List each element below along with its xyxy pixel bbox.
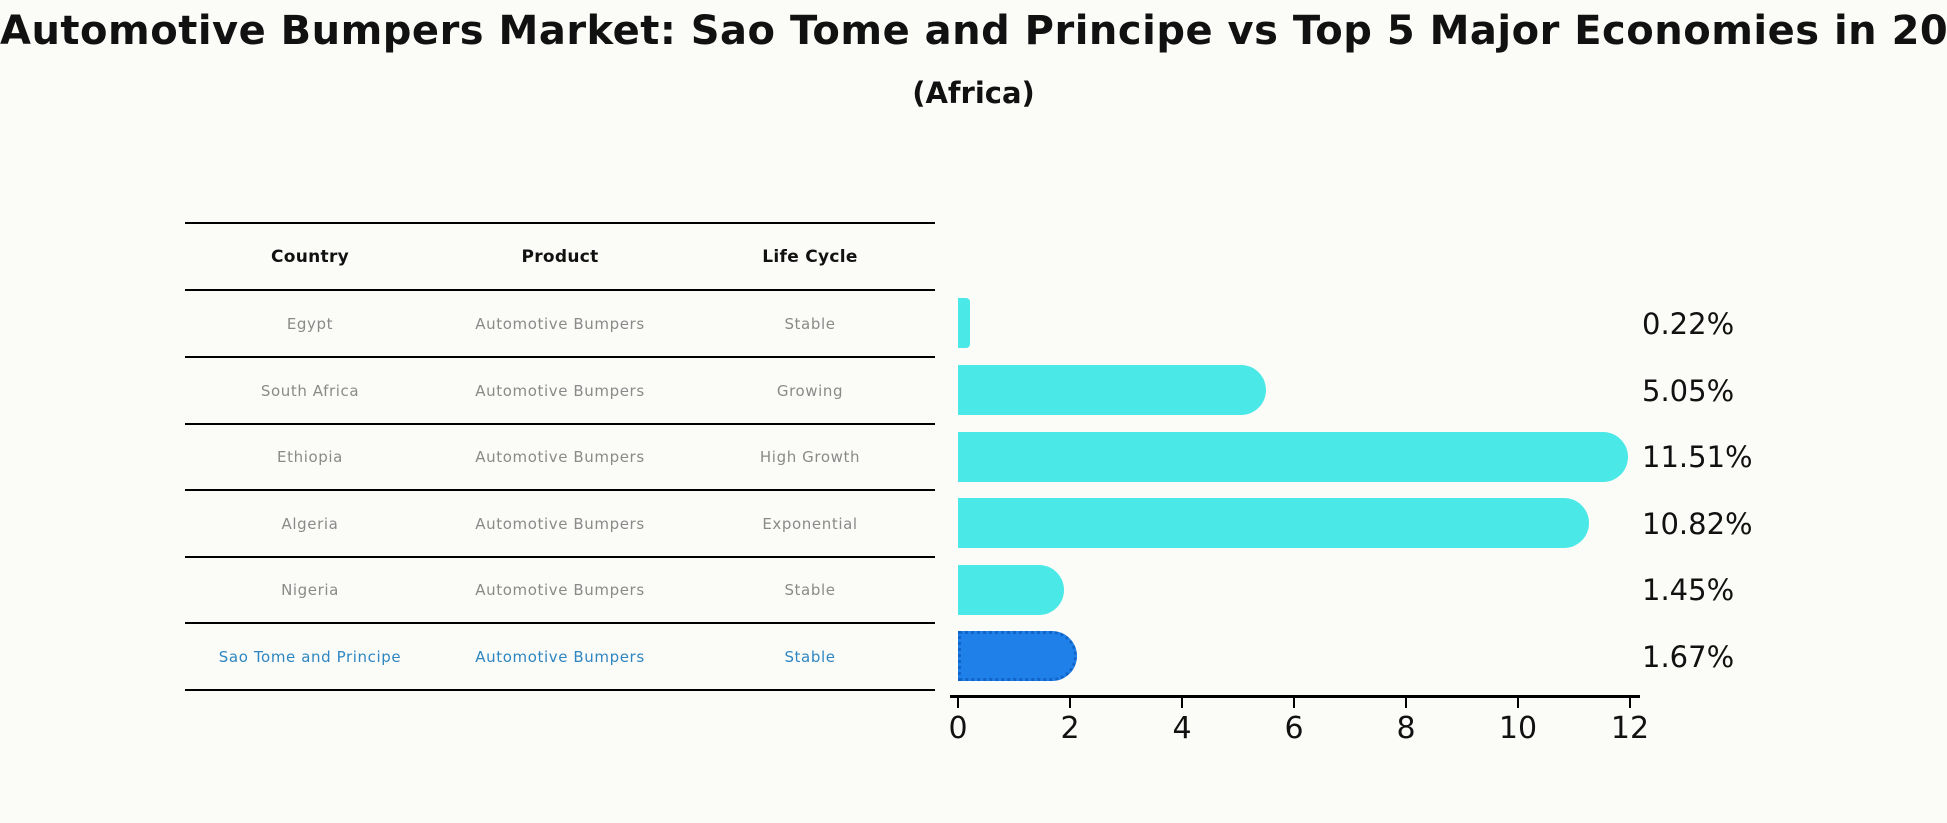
- x-axis-tick: [1405, 697, 1407, 708]
- bar-value-label: 1.67%: [1642, 640, 1735, 674]
- cell-life-cycle: Stable: [784, 314, 836, 333]
- page-subtitle: (Africa): [912, 76, 1035, 110]
- bar-sao-tome-and-principe: [958, 631, 1077, 681]
- x-axis-tick-label: 6: [1284, 711, 1304, 746]
- cell-life-cycle: Exponential: [762, 514, 858, 533]
- column-header-country: Country: [270, 246, 350, 267]
- cell-life-cycle: Stable: [784, 581, 836, 599]
- bar-nigeria: [958, 565, 1065, 615]
- cell-product: Automotive Bumpers: [475, 647, 645, 666]
- bar-south-africa: [958, 365, 1266, 415]
- column-header-product: Product: [521, 246, 599, 267]
- cell-country: Sao Tome and Principe: [218, 647, 402, 666]
- table-rule: [185, 556, 935, 558]
- table-row: Ethiopia Automotive Bumpers High Growth: [185, 424, 935, 490]
- bar-value-label: 11.51%: [1642, 440, 1753, 474]
- x-axis-tick-label: 8: [1396, 711, 1416, 746]
- cell-product: Automotive Bumpers: [475, 581, 645, 599]
- cell-country: Algeria: [281, 514, 339, 533]
- table-header-row: Country Product Life Cycle: [185, 223, 935, 290]
- x-axis-tick: [1293, 697, 1295, 708]
- table-rule: [185, 356, 935, 358]
- table-row: South Africa Automotive Bumpers Growing: [185, 357, 935, 424]
- bar-value-label: 1.45%: [1642, 573, 1735, 607]
- cell-product: Automotive Bumpers: [475, 314, 645, 333]
- table-rule: [185, 689, 935, 691]
- cell-product: Automotive Bumpers: [475, 514, 645, 533]
- x-axis-tick-label: 10: [1498, 711, 1538, 746]
- x-axis-tick: [1629, 697, 1631, 708]
- cell-product: Automotive Bumpers: [475, 381, 645, 400]
- cell-country: Egypt: [286, 314, 334, 333]
- bar-ethiopia: [958, 432, 1628, 482]
- x-axis-tick: [1181, 697, 1183, 708]
- cell-product: Automotive Bumpers: [475, 448, 645, 466]
- table-rule: [185, 222, 935, 224]
- cell-country: Ethiopia: [277, 448, 343, 466]
- page-title: Automotive Bumpers Market: Sao Tome and …: [0, 8, 1947, 54]
- x-axis-tick: [1069, 697, 1071, 708]
- table-rule: [185, 289, 935, 291]
- x-axis-tick: [957, 697, 959, 708]
- bar-value-label: 5.05%: [1642, 374, 1735, 408]
- bar-value-label: 10.82%: [1642, 507, 1753, 541]
- bar-value-label: 0.22%: [1642, 307, 1735, 341]
- table-row-highlighted: Sao Tome and Principe Automotive Bumpers…: [185, 623, 935, 690]
- table-rule: [185, 423, 935, 425]
- table-row: Nigeria Automotive Bumpers Stable: [185, 557, 935, 623]
- x-axis-tick-label: 0: [948, 711, 968, 746]
- column-header-life-cycle: Life Cycle: [762, 246, 858, 267]
- table-row: Algeria Automotive Bumpers Exponential: [185, 490, 935, 557]
- x-axis-line: [950, 695, 1640, 698]
- cell-country: Nigeria: [281, 581, 339, 599]
- table-row: Egypt Automotive Bumpers Stable: [185, 290, 935, 357]
- table-rule: [185, 489, 935, 491]
- cell-life-cycle: Growing: [776, 381, 844, 400]
- cell-country: South Africa: [260, 381, 360, 400]
- x-axis-tick-label: 2: [1060, 711, 1080, 746]
- cell-life-cycle: High Growth: [759, 448, 861, 466]
- cell-life-cycle: Stable: [784, 647, 836, 666]
- x-axis-tick: [1517, 697, 1519, 708]
- bar-algeria: [958, 498, 1589, 548]
- table-rule: [185, 622, 935, 624]
- x-axis-tick-label: 4: [1172, 711, 1192, 746]
- x-axis-tick-label: 12: [1610, 711, 1650, 746]
- bar-egypt: [958, 298, 971, 348]
